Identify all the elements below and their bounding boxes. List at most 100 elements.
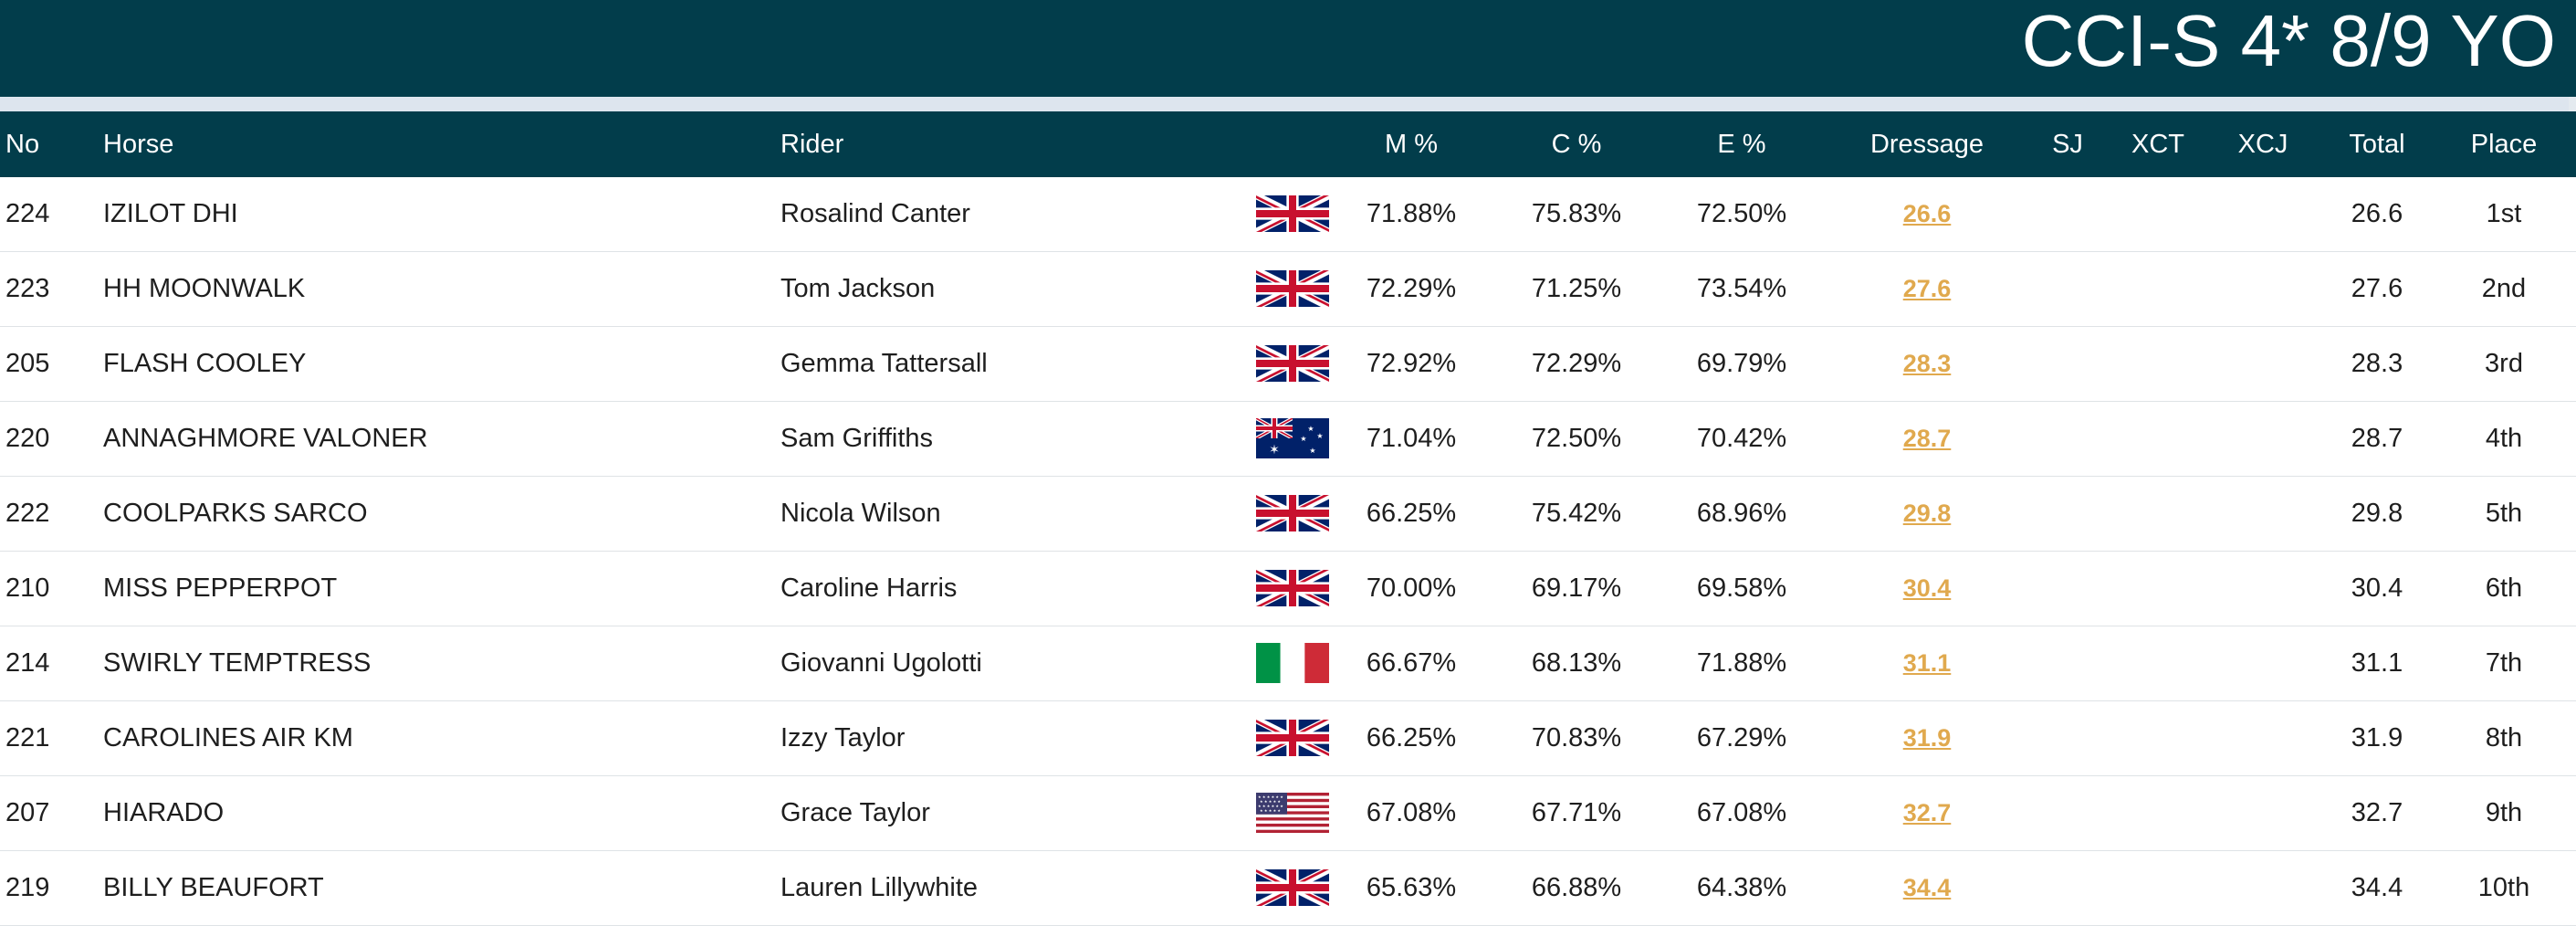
svg-text:★ ★ ★ ★ ★ ★: ★ ★ ★ ★ ★ ★: [1258, 804, 1283, 808]
horse-name: BILLY BEAUFORT: [103, 873, 324, 902]
rider-name: Nicola Wilson: [780, 499, 941, 528]
column-header-dressage[interactable]: Dressage: [1869, 130, 1984, 159]
horse-name: ANNAGHMORE VALONER: [103, 424, 428, 453]
horse-name: COOLPARKS SARCO: [103, 499, 368, 528]
title-banner: CCI-S 4* 8/9 YO: [0, 0, 2576, 97]
dressage-score-link[interactable]: 29.8: [1902, 500, 1952, 527]
place: 1st: [2486, 199, 2522, 228]
entry-number: 224: [5, 199, 50, 228]
results-table-body: 224 IZILOT DHI Rosalind Canter 71.88% 75.83%…: [0, 177, 2576, 926]
dressage-score-link[interactable]: 31.1: [1902, 649, 1952, 677]
table-row[interactable]: 219 BILLY BEAUFORT Lauren Lillywhite 65.63%…: [0, 851, 2576, 926]
dressage-score-link[interactable]: 28.3: [1902, 350, 1952, 377]
rider-name: Lauren Lillywhite: [780, 873, 979, 902]
place: 3rd: [2485, 349, 2523, 378]
svg-text:★ ★ ★ ★ ★: ★ ★ ★ ★ ★: [1260, 799, 1281, 804]
place: 6th: [2485, 573, 2523, 603]
gb-flag-icon: [1256, 568, 1329, 608]
e-percent: 69.58%: [1696, 573, 1787, 603]
m-percent: 71.88%: [1366, 199, 1457, 228]
table-row[interactable]: 223 HH MOONWALK Tom Jackson 72.29% 71.25% 73.…: [0, 252, 2576, 327]
entry-number: 207: [5, 798, 50, 827]
table-row[interactable]: 207 HIARADO Grace Taylor ★ ★ ★ ★ ★ ★ ★ ★ ★ ★…: [0, 776, 2576, 851]
table-row[interactable]: 214 SWIRLY TEMPTRESS Giovanni Ugolotti 66.6…: [0, 626, 2576, 701]
gb-flag-icon: [1256, 343, 1329, 384]
banner-divider: [0, 97, 2576, 111]
c-percent: 72.50%: [1531, 424, 1622, 453]
m-percent: 72.92%: [1366, 349, 1457, 378]
svg-text:★: ★: [1307, 425, 1314, 433]
rider-name: Tom Jackson: [780, 274, 936, 303]
m-percent: 71.04%: [1366, 424, 1457, 453]
table-row[interactable]: 210 MISS PEPPERPOT Caroline Harris 70.00% 69…: [0, 552, 2576, 626]
page-title: CCI-S 4* 8/9 YO: [2021, 0, 2556, 81]
column-header-sj[interactable]: SJ: [2052, 130, 2083, 159]
dressage-score-link[interactable]: 30.4: [1902, 574, 1952, 602]
e-percent: 64.38%: [1696, 873, 1787, 902]
entry-number: 219: [5, 873, 50, 902]
dressage-score-link[interactable]: 34.4: [1902, 874, 1952, 901]
dressage-score-link[interactable]: 26.6: [1902, 200, 1952, 227]
entry-number: 221: [5, 723, 50, 752]
gb-flag-icon: [1256, 718, 1329, 758]
rider-name: Grace Taylor: [780, 798, 930, 827]
table-row[interactable]: 222 COOLPARKS SARCO Nicola Wilson 66.25% 75.…: [0, 477, 2576, 552]
e-percent: 68.96%: [1696, 499, 1787, 528]
svg-text:★ ★ ★ ★ ★: ★ ★ ★ ★ ★: [1260, 808, 1281, 813]
table-row[interactable]: 220 ANNAGHMORE VALONER Sam Griffiths ✶ ★ ★ ★ ★ 7…: [0, 402, 2576, 477]
column-header-total[interactable]: Total: [2349, 130, 2405, 159]
table-row[interactable]: 205 FLASH COOLEY Gemma Tattersall 72.92% 72.…: [0, 327, 2576, 402]
rider-name: Izzy Taylor: [780, 723, 906, 752]
column-header-e-percent[interactable]: E %: [1717, 130, 1766, 159]
place: 7th: [2485, 648, 2523, 678]
column-header-xct[interactable]: XCT: [2131, 130, 2184, 159]
e-percent: 71.88%: [1696, 648, 1787, 678]
dressage-score-link[interactable]: 27.6: [1902, 275, 1952, 302]
gb-flag-icon: [1256, 868, 1329, 908]
m-percent: 66.67%: [1366, 648, 1457, 678]
table-row[interactable]: 224 IZILOT DHI Rosalind Canter 71.88% 75.83%…: [0, 177, 2576, 252]
svg-text:★: ★: [1309, 447, 1315, 455]
total-score: 34.4: [2351, 873, 2403, 902]
svg-text:★: ★: [1316, 432, 1323, 440]
c-percent: 68.13%: [1531, 648, 1622, 678]
place: 4th: [2485, 424, 2523, 453]
gb-flag-icon: [1256, 194, 1329, 234]
total-score: 31.9: [2351, 723, 2403, 752]
c-percent: 67.71%: [1531, 798, 1622, 827]
total-score: 29.8: [2351, 499, 2403, 528]
dressage-score-link[interactable]: 31.9: [1902, 724, 1952, 752]
svg-text:★ ★ ★ ★ ★ ★: ★ ★ ★ ★ ★ ★: [1258, 794, 1283, 799]
dressage-score-link[interactable]: 32.7: [1902, 799, 1952, 826]
horse-name: HH MOONWALK: [103, 274, 306, 303]
entry-number: 210: [5, 573, 50, 603]
entry-number: 223: [5, 274, 50, 303]
e-percent: 69.79%: [1696, 349, 1787, 378]
entry-number: 222: [5, 499, 50, 528]
table-row[interactable]: 221 CAROLINES AIR KM Izzy Taylor 66.25% 70.8…: [0, 701, 2576, 776]
c-percent: 71.25%: [1531, 274, 1622, 303]
column-header-no[interactable]: No: [5, 130, 40, 159]
e-percent: 67.08%: [1696, 798, 1787, 827]
c-percent: 70.83%: [1531, 723, 1622, 752]
place: 10th: [2477, 873, 2530, 902]
column-header-xcj[interactable]: XCJ: [2237, 130, 2288, 159]
c-percent: 75.42%: [1531, 499, 1622, 528]
svg-text:✶: ✶: [1269, 443, 1280, 458]
column-header-m-percent[interactable]: M %: [1385, 130, 1438, 159]
au-flag-icon: ✶ ★ ★ ★ ★: [1256, 418, 1329, 458]
m-percent: 70.00%: [1366, 573, 1457, 603]
rider-name: Rosalind Canter: [780, 199, 970, 228]
place: 2nd: [2481, 274, 2527, 303]
m-percent: 66.25%: [1366, 723, 1457, 752]
c-percent: 69.17%: [1531, 573, 1622, 603]
column-header-rider[interactable]: Rider: [780, 130, 844, 159]
column-header-c-percent[interactable]: C %: [1551, 130, 1602, 159]
horse-name: FLASH COOLEY: [103, 349, 307, 378]
c-percent: 66.88%: [1531, 873, 1622, 902]
place: 5th: [2485, 499, 2523, 528]
column-header-horse[interactable]: Horse: [103, 130, 174, 159]
rider-name: Giovanni Ugolotti: [780, 648, 982, 678]
dressage-score-link[interactable]: 28.7: [1902, 425, 1952, 452]
column-header-place[interactable]: Place: [2470, 130, 2538, 159]
